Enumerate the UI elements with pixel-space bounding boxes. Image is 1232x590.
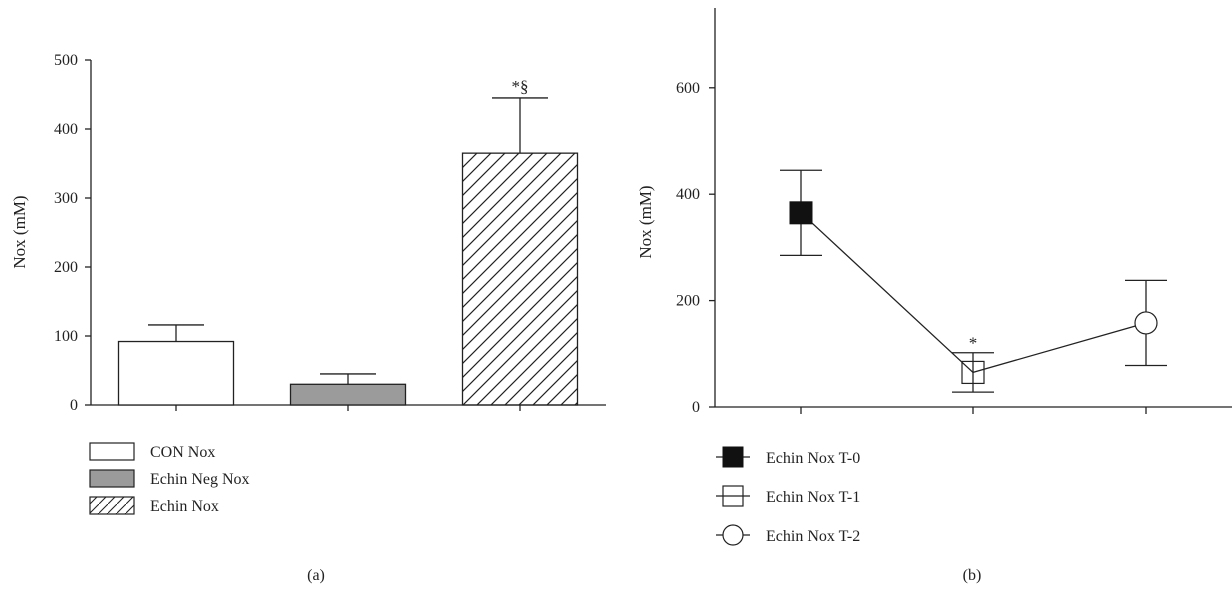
panel-a-y-axis-title: Nox (mM) [10,195,29,268]
panel-b-legend-item-t0: Echin Nox T-0 [716,447,860,467]
panel-a-legend-item-neg: Echin Neg Nox [90,470,250,488]
panel-a-label: (a) [307,567,325,584]
panel-a-y-ticks: 0 100 200 300 400 500 [54,52,91,414]
panel-a-legend-swatch-neg [90,470,134,487]
panel-b-legend-marker-t2 [723,525,743,545]
panel-b-y-tick-label: 600 [676,80,700,97]
panel-a-legend: CON Nox Echin Neg Nox Echin Nox [90,443,250,515]
panel-b-x-ticks [801,407,1146,414]
panel-a-y-tick-label: 500 [54,52,78,69]
panel-b-label: (b) [963,567,982,584]
panel-a-chart: Nox (mM) 0 100 200 300 400 500 *§ CON Nox Ech… [10,52,606,584]
panel-a-y-tick-label: 200 [54,259,78,276]
panel-a-bars: *§ [119,77,578,405]
panel-b-legend-label-t2: Echin Nox T-2 [766,528,860,545]
panel-b-y-ticks: 0 200 400 600 [676,80,715,416]
panel-b-chart: Nox (mM) 0 200 400 600 * Echin Nox T-0 Echi… [636,8,1232,584]
panel-b-y-axis-title: Nox (mM) [636,185,655,258]
point-echin-nox-t-2 [1135,312,1157,334]
panel-a-y-tick-label: 100 [54,328,78,345]
panel-b-legend-label-t1: Echin Nox T-1 [766,489,860,506]
panel-b-y-tick-label: 400 [676,186,700,203]
panel-a-y-tick-label: 300 [54,190,78,207]
panel-b-series: * [780,170,1167,392]
panel-b-legend: Echin Nox T-0 Echin Nox T-1 Echin Nox T-… [716,447,860,545]
panel-a-legend-label-echin: Echin Nox [150,498,219,515]
panel-b-y-tick-label: 200 [676,293,700,310]
panel-b-legend-item-t2: Echin Nox T-2 [716,525,860,545]
panel-b-y-tick-label: 0 [692,399,700,416]
significance-marker-echin-nox-t-1: * [969,334,978,353]
panel-b-legend-label-t0: Echin Nox T-0 [766,450,860,467]
point-echin-nox-t-0 [790,202,812,224]
panel-a-x-ticks [176,405,520,411]
panel-b-legend-marker-t0 [723,447,743,467]
panel-a-legend-item-echin: Echin Nox [90,497,219,515]
panel-a-legend-label-neg: Echin Neg Nox [150,471,250,488]
panel-a-legend-swatch-con [90,443,134,460]
panel-a-legend-swatch-echin [90,497,134,514]
panel-a-legend-item-con: CON Nox [90,443,215,461]
panel-a-y-tick-label: 400 [54,121,78,138]
panel-b-legend-item-t1: Echin Nox T-1 [716,486,860,506]
panel-a-y-tick-label: 0 [70,397,78,414]
significance-marker-echin-nox: *§ [512,77,529,96]
bar-echin-neg-nox [291,384,406,405]
bar-con-nox [119,342,234,405]
panel-a-legend-label-con: CON Nox [150,444,215,461]
bar-echin-nox [463,153,578,405]
